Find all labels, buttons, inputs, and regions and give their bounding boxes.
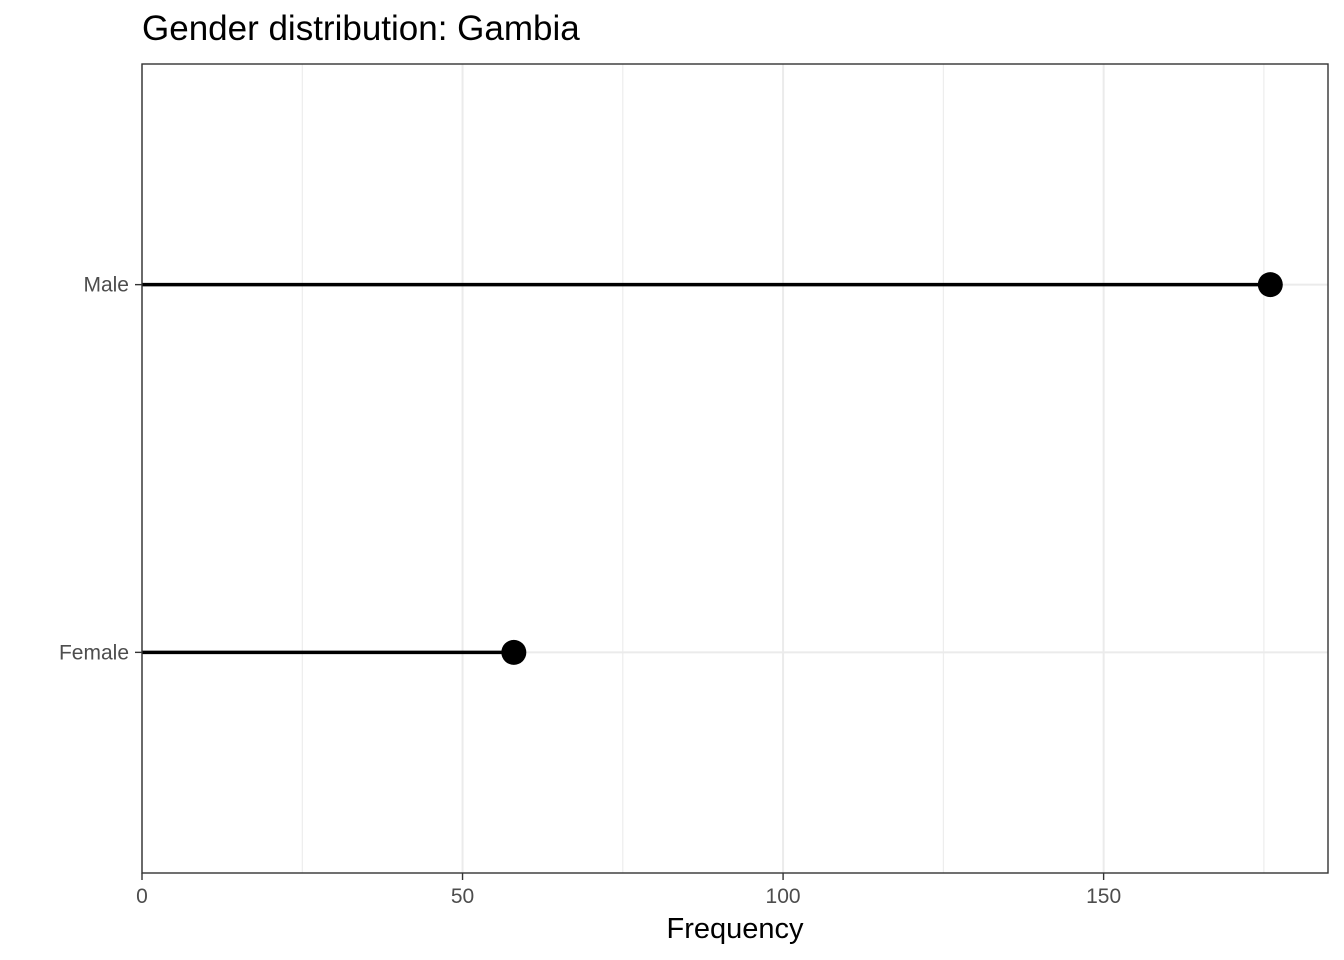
lollipop-marks [142,272,1283,665]
lollipop-point-male [1257,272,1283,298]
lollipop-point-female [501,639,527,665]
y-tick-label-male: Male [83,274,129,297]
x-tick-label: 150 [1086,885,1121,908]
x-axis-title: Frequency [666,913,804,945]
x-tick-label: 50 [451,885,474,908]
panel-border [141,63,1329,874]
minor-gridlines-x [301,64,1265,873]
plot-background [142,64,1328,873]
x-axis: 0 50 100 150 [136,873,1121,908]
y-tick-label-female: Female [59,641,129,664]
x-tick-label: 100 [766,885,801,908]
chart-title: Gender distribution: Gambia [142,9,580,48]
y-axis: Female Male [59,274,142,664]
x-tick-label: 0 [136,885,148,908]
